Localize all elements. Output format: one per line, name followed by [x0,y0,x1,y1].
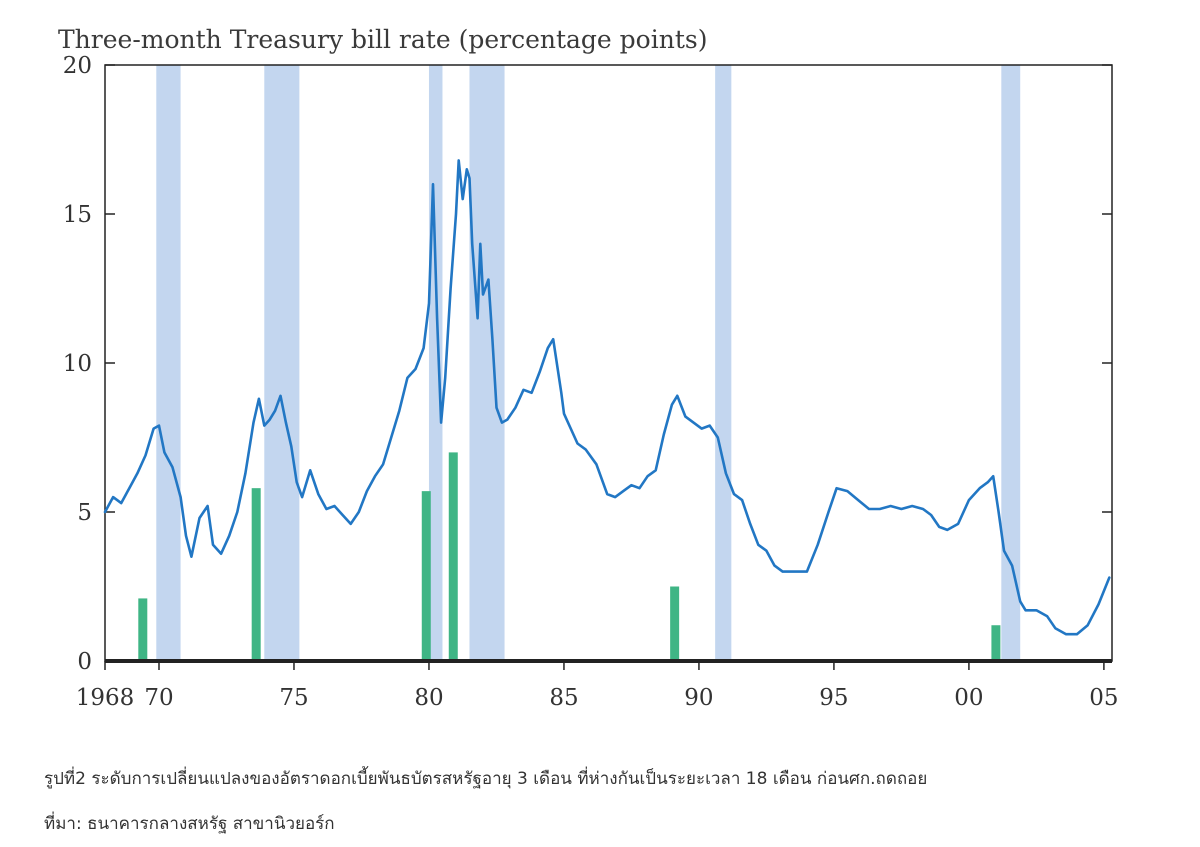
lead-bar-3 [448,452,458,661]
treasury-rate-chart: Three-month Treasury bill rate (percenta… [58,25,1119,711]
x-tick-label-7: 00 [954,685,983,711]
x-tick-label-2: 75 [279,685,308,711]
x-tick-label-3: 80 [414,685,443,711]
chart-title: Three-month Treasury bill rate (percenta… [58,25,707,54]
lead-bars [138,452,1001,661]
x-tick-label-6: 95 [819,685,848,711]
x-tick-label-8: 05 [1089,685,1118,711]
y-tick-label-4: 20 [63,53,92,79]
recession-band-2 [428,65,443,661]
recession-band-4 [715,65,732,661]
lead-bar-1 [251,488,261,661]
lead-bar-0 [138,598,148,661]
figure-source: ที่มา: ธนาคารกลางสหรัฐ สาขานิวยอร์ก [44,814,335,834]
recession-band-0 [156,65,181,661]
recession-band-5 [1001,65,1021,661]
x-tick-label-1: 70 [144,685,173,711]
lead-bar-5 [991,625,1001,661]
lead-bar-4 [670,586,680,661]
x-tick-label-4: 85 [549,685,578,711]
figure-caption: รูปที่2 ระดับการเปลี่ยนแปลงของอัตราดอกเบ… [44,769,928,789]
y-tick-label-0: 0 [77,649,92,675]
rate-series-line [103,159,1111,636]
recession-band-3 [469,65,505,661]
x-tick-label-5: 90 [684,685,713,711]
y-tick-label-1: 5 [77,500,92,526]
x-axis-ticks: 1968 70 75 80 85 90 95 00 05 [76,661,1119,711]
y-tick-label-2: 10 [63,351,92,377]
recession-bands [156,65,1021,661]
lead-bar-2 [421,491,431,661]
y-axis-ticks: 0 5 10 15 20 [63,53,1112,675]
y-tick-label-3: 15 [63,202,92,228]
x-tick-label-0: 1968 [76,685,135,711]
recession-band-1 [264,65,300,661]
